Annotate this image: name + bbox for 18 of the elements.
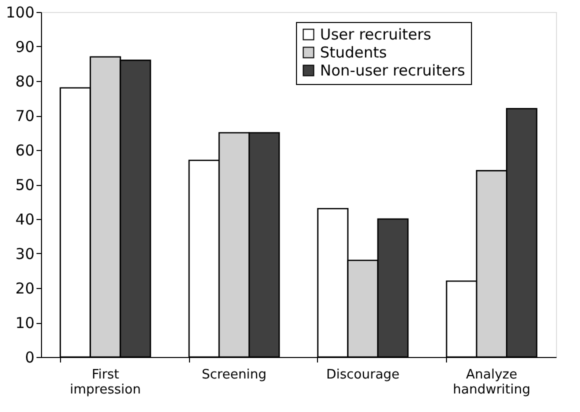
y-tick-label: 20 (15, 280, 34, 298)
x-tick-label: Discourage (326, 368, 400, 382)
y-tick-label: 100 (6, 4, 34, 22)
legend-label: Non-user recruiters (320, 62, 466, 80)
y-tick-label: 40 (15, 210, 34, 228)
y-tick-label: 70 (15, 107, 34, 125)
x-tick-label: Analyze handwriting (452, 368, 530, 398)
y-tick-label: 60 (15, 142, 34, 160)
x-tick-label: First impression (70, 368, 141, 398)
y-tick-label: 80 (15, 72, 34, 90)
legend-label: Students (320, 44, 388, 62)
legend-label: User recruiters (320, 26, 432, 44)
y-tick-label: 50 (15, 176, 34, 194)
y-tick-label: 0 (24, 348, 34, 366)
y-tick-label: 30 (15, 245, 34, 263)
y-tick-label: 10 (15, 314, 34, 332)
y-tick-label: 90 (15, 38, 34, 56)
x-tick-label: Screening (202, 368, 267, 382)
